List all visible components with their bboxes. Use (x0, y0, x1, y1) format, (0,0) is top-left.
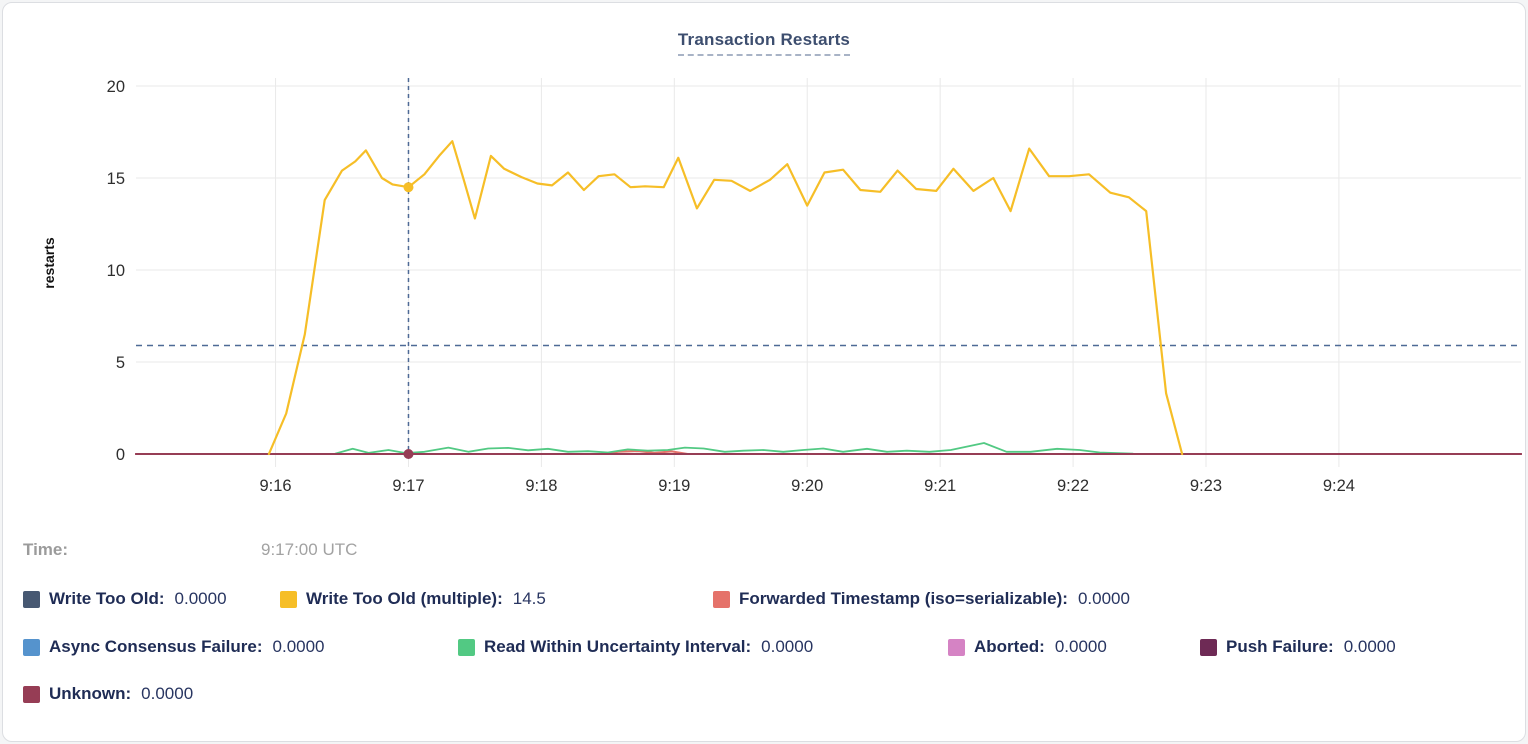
x-tick-label: 9:16 (260, 477, 292, 495)
chart-title-wrap: Transaction Restarts (3, 30, 1525, 56)
legend-label: Forwarded Timestamp (iso=serializable): (739, 589, 1068, 608)
y-tick-label: 15 (107, 170, 125, 188)
legend-label: Aborted: (974, 637, 1045, 656)
legend-item-read-within-uncertainty-interval: Read Within Uncertainty Interval: 0.0000 (458, 637, 813, 657)
legend-swatch-write-too-old (23, 590, 40, 608)
x-tick-label: 9:22 (1057, 477, 1089, 495)
x-tick-label: 9:21 (924, 477, 956, 495)
x-tick-label: 9:17 (392, 477, 424, 495)
legend-row-2: Async Consensus Failure: 0.0000 Read Withi… (3, 637, 1525, 663)
legend-item-aborted: Aborted: 0.0000 (948, 637, 1107, 657)
legend-swatch-async-consensus-failure (23, 638, 40, 656)
legend-swatch-push-failure (1200, 638, 1217, 656)
legend-label: Read Within Uncertainty Interval: (484, 637, 752, 656)
legend-swatch-read-within-uncertainty-interval (458, 638, 475, 656)
hover-time-row: Time: 9:17:00 UTC (3, 540, 1525, 564)
y-tick-label: 0 (116, 446, 125, 464)
x-tick-label: 9:19 (658, 477, 690, 495)
y-tick-label: 10 (107, 262, 125, 280)
transaction-restarts-chart[interactable]: 9:16 9:17 9:18 9:19 9:20 9:21 9:22 9:23 9:24 0 5 10… (3, 3, 1528, 533)
legend-label: Unknown: (49, 684, 132, 703)
hover-dot-unknown (403, 449, 414, 459)
legend-item-push-failure: Push Failure: 0.0000 (1200, 637, 1396, 657)
legend-value: 0.0000 (1077, 589, 1130, 608)
x-tick-label: 9:23 (1190, 477, 1222, 495)
legend-value: 0.0000 (1343, 637, 1396, 656)
legend-swatch-forwarded-timestamp-iso-serializable (713, 590, 730, 608)
legend-value: 0.0000 (272, 637, 325, 656)
legend-item-write-too-old-multiple: Write Too Old (multiple): 14.5 (280, 589, 546, 609)
x-tick-label: 9:18 (525, 477, 557, 495)
legend-label: Write Too Old (multiple): (306, 589, 503, 608)
legend-value: 0.0000 (141, 684, 194, 703)
legend-label: Write Too Old: (49, 589, 165, 608)
legend-swatch-aborted (948, 638, 965, 656)
legend-label: Async Consensus Failure: (49, 637, 263, 656)
time-label: Time: (23, 540, 69, 559)
y-tick-label: 20 (107, 78, 125, 96)
chart-title[interactable]: Transaction Restarts (677, 30, 851, 56)
y-axis-label: restarts (41, 237, 57, 289)
x-tick-label: 9:24 (1323, 477, 1355, 495)
series-read-within-uncertainty-interval (334, 442, 1134, 455)
legend-row-3: Unknown: 0.0000 (3, 684, 1525, 710)
legend-swatch-write-too-old-multiple (280, 590, 297, 608)
legend-item-write-too-old: Write Too Old: 0.0000 (23, 589, 227, 609)
legend-value: 0.0000 (761, 637, 814, 656)
x-tick-label: 9:20 (791, 477, 823, 495)
chart-svg[interactable]: 9:16 9:17 9:18 9:19 9:20 9:21 9:22 9:23 9:24 0 5 10… (3, 3, 1528, 533)
y-tick-label: 5 (116, 354, 125, 372)
legend-swatch-unknown (23, 685, 40, 703)
time-value: 9:17:00 UTC (261, 540, 358, 559)
hover-dot-write-too-old-multiple- (403, 182, 414, 193)
legend-value: 14.5 (512, 589, 546, 608)
legend-row-1: Write Too Old: 0.0000 Write Too Old (multi… (3, 589, 1525, 615)
legend-item-unknown: Unknown: 0.0000 (23, 684, 193, 704)
legend-value: 0.0000 (174, 589, 227, 608)
legend-item-async-consensus-failure: Async Consensus Failure: 0.0000 (23, 637, 325, 657)
legend-item-forwarded-timestamp-iso-serializable: Forwarded Timestamp (iso=serializable): 0… (713, 589, 1130, 609)
legend-value: 0.0000 (1054, 637, 1107, 656)
legend-label: Push Failure: (1226, 637, 1334, 656)
